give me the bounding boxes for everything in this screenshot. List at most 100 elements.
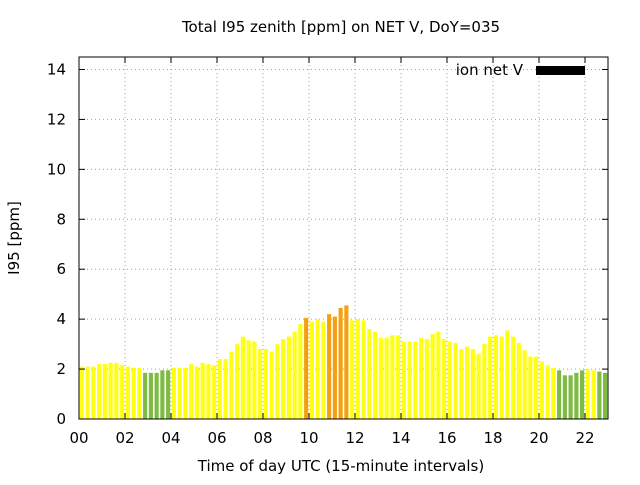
bar (355, 319, 360, 419)
y-tick-label: 0 (56, 410, 66, 428)
bar (79, 366, 84, 419)
bar (246, 340, 251, 419)
bar (396, 335, 401, 419)
bar (298, 324, 303, 419)
bar (315, 319, 320, 419)
bar (85, 366, 90, 419)
bar (91, 366, 96, 419)
bar (344, 305, 349, 419)
bar (597, 371, 602, 419)
bar (436, 331, 441, 419)
bar (97, 364, 102, 419)
bar (321, 321, 326, 419)
x-tick-label: 22 (575, 429, 594, 447)
bar (114, 362, 119, 419)
x-tick-label: 20 (529, 429, 548, 447)
x-tick-label: 04 (161, 429, 180, 447)
bar (522, 350, 527, 419)
bar (419, 337, 424, 419)
bar (189, 364, 194, 419)
y-tick-label: 10 (47, 160, 66, 178)
bar (447, 341, 452, 419)
legend-label: ion net V (456, 61, 524, 79)
bar (183, 367, 188, 419)
bar (286, 336, 291, 419)
x-tick-label: 10 (299, 429, 318, 447)
bar (545, 365, 550, 419)
bar (309, 321, 314, 419)
bar (102, 364, 107, 419)
x-tick-label: 14 (391, 429, 410, 447)
bar (401, 341, 406, 419)
x-tick-label: 08 (253, 429, 272, 447)
y-tick-label: 8 (56, 210, 66, 228)
bar (137, 367, 142, 419)
chart-title: Total I95 zenith [ppm] on NET V, DoY=035 (181, 18, 500, 36)
bar (223, 359, 228, 419)
bar (212, 365, 217, 419)
bar (258, 349, 263, 419)
bar (217, 359, 222, 419)
bar (390, 335, 395, 419)
bar (120, 365, 125, 419)
bar (424, 339, 429, 419)
bar (413, 341, 418, 419)
bar (332, 316, 337, 419)
bar (108, 362, 113, 419)
bar (177, 367, 182, 419)
bar (459, 349, 464, 419)
grid (79, 57, 608, 419)
y-tick-label: 4 (56, 310, 66, 328)
bar (194, 366, 199, 419)
bar (568, 375, 573, 419)
bar (482, 344, 487, 419)
y-tick-label: 2 (56, 360, 66, 378)
bar (292, 331, 297, 419)
bar (476, 354, 481, 419)
x-tick-label: 12 (345, 429, 364, 447)
y-axis-label: I95 [ppm] (5, 201, 23, 275)
bar (580, 370, 585, 419)
bar (562, 375, 567, 419)
bar (304, 317, 309, 419)
bar (470, 349, 475, 419)
bar (585, 369, 590, 419)
bar (350, 320, 355, 419)
x-tick-label: 00 (69, 429, 88, 447)
bar (539, 361, 544, 419)
bar (281, 339, 286, 419)
bar (534, 356, 539, 419)
legend-swatch (536, 66, 585, 75)
x-tick-label: 18 (483, 429, 502, 447)
bar (327, 314, 332, 419)
bar (269, 351, 274, 419)
y-tick-label: 14 (47, 60, 66, 78)
bar (235, 344, 240, 419)
legend: ion net V (456, 61, 585, 79)
bar (275, 344, 280, 419)
bars (79, 305, 608, 419)
bar (206, 364, 211, 419)
bar (453, 342, 458, 419)
bar (240, 336, 245, 419)
bar (229, 351, 234, 419)
bar (516, 342, 521, 419)
bar (407, 341, 412, 419)
x-tick-label: 16 (437, 429, 456, 447)
bar (160, 370, 165, 419)
x-tick-label: 02 (115, 429, 134, 447)
bar (263, 349, 268, 419)
bar (125, 366, 130, 419)
bar (373, 331, 378, 419)
bar (361, 320, 366, 419)
bar (131, 367, 136, 419)
bar (154, 372, 159, 419)
bar (551, 367, 556, 419)
bar (338, 307, 343, 419)
bar (505, 330, 510, 419)
bar (528, 356, 533, 419)
bar (488, 336, 493, 419)
